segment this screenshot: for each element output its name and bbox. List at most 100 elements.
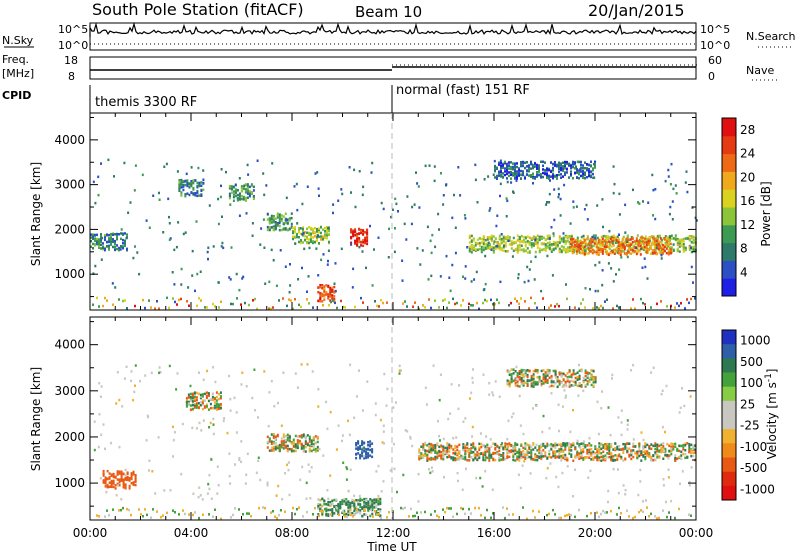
echo-cell-8	[620, 242, 622, 245]
echo-cell-6	[362, 241, 364, 244]
echo-cell-9	[506, 169, 508, 172]
echo-cell-3	[275, 217, 277, 220]
ground-scatter-cell	[416, 512, 418, 515]
echo-cell-2	[303, 449, 305, 452]
echo-cell-6	[565, 374, 567, 377]
echo-cell-5	[432, 444, 434, 447]
echo-cell-5	[540, 450, 542, 453]
ground-scatter-cell	[252, 299, 254, 302]
echo-cell-4	[326, 230, 328, 233]
echo-cell-4	[324, 227, 326, 230]
echo-cell-4	[355, 457, 357, 460]
noise-cell	[308, 275, 310, 278]
ground-scatter-cell	[468, 508, 470, 511]
echo-cell-9	[546, 174, 548, 177]
echo-cell-6	[593, 370, 595, 373]
ground-scatter-cell	[382, 302, 384, 305]
noise-cell	[587, 218, 589, 221]
echo-cell-3	[349, 509, 351, 512]
noise-cell	[553, 188, 555, 191]
noise-cell	[690, 247, 692, 250]
echo-cell-6	[535, 369, 537, 372]
noise-cell	[639, 480, 641, 483]
echo-cell-6	[573, 369, 575, 372]
noise-cell	[569, 431, 571, 434]
echo-cell-6	[350, 228, 352, 231]
echo-cell-5	[321, 300, 323, 303]
echo-cell-3	[279, 225, 281, 228]
echo-cell-2	[231, 186, 233, 189]
ground-scatter-cell	[196, 305, 198, 308]
echo-cell-5	[650, 459, 652, 462]
noise-cell	[192, 250, 194, 253]
noise-cell	[217, 198, 219, 201]
echo-cell-9	[534, 162, 536, 165]
beam-title: Beam 10	[355, 3, 422, 21]
noise-cell	[583, 440, 585, 443]
echo-cell-0	[135, 481, 137, 484]
echo-cell-5	[470, 447, 472, 450]
echo-cell-0	[105, 476, 107, 479]
echo-cell-7	[693, 239, 695, 242]
echo-cell-7	[511, 243, 513, 246]
echo-cell-1	[190, 191, 192, 194]
ground-scatter-cell	[442, 299, 444, 302]
echo-cell-6	[543, 382, 545, 385]
echo-cell-8	[588, 243, 590, 246]
echo-cell-1	[204, 399, 206, 402]
noise-cell	[183, 233, 185, 236]
noise-cell	[383, 480, 385, 483]
echo-cell-5	[508, 442, 510, 445]
echo-cell-5	[448, 455, 450, 458]
echo-cell-6	[569, 385, 571, 388]
echo-cell-1	[182, 180, 184, 183]
echo-cell-0	[117, 478, 119, 481]
noise-cell	[209, 204, 211, 207]
echo-cell-9	[514, 177, 516, 180]
echo-cell-4	[310, 238, 312, 241]
echo-cell-7	[509, 243, 511, 246]
noise-cell	[168, 216, 170, 219]
echo-cell-8	[570, 246, 572, 249]
noise-cell	[169, 365, 171, 368]
nsky-panel-frame	[90, 23, 696, 50]
echo-cell-8	[592, 239, 594, 242]
echo-cell-5	[319, 286, 321, 289]
noise-cell	[372, 284, 374, 287]
echo-cell-2	[283, 447, 285, 450]
echo-cell-7	[537, 239, 539, 242]
noise-cell	[545, 203, 547, 206]
echo-cell-7	[555, 247, 557, 250]
echo-cell-4	[306, 241, 308, 244]
ground-scatter-cell	[604, 300, 606, 303]
noise-cell	[503, 244, 505, 247]
echo-cell-8	[660, 247, 662, 250]
echo-cell-5	[692, 445, 694, 448]
echo-cell-5	[540, 443, 542, 446]
echo-cell-7	[489, 236, 491, 239]
ground-scatter-cell	[514, 298, 516, 301]
echo-cell-1	[186, 401, 188, 404]
echo-cell-8	[654, 242, 656, 245]
echo-cell-5	[476, 454, 478, 457]
echo-cell-5	[532, 448, 534, 451]
echo-cell-7	[577, 237, 579, 240]
echo-cell-2	[285, 439, 287, 442]
echo-cell-5	[578, 455, 580, 458]
noise-cell	[686, 170, 688, 173]
echo-cell-2	[231, 191, 233, 194]
noise-cell	[286, 219, 288, 222]
echo-cell-7	[677, 240, 679, 243]
echo-cell-8	[612, 250, 614, 253]
echo-cell-7	[501, 248, 503, 251]
echo-cell-6	[537, 369, 539, 372]
ground-scatter-cell	[504, 517, 506, 520]
noise-cell	[575, 166, 577, 169]
echo-cell-6	[533, 370, 535, 373]
echo-cell-0	[98, 241, 100, 244]
echo-cell-3	[333, 499, 335, 502]
echo-cell-4	[357, 452, 359, 455]
echo-cell-6	[569, 376, 571, 379]
ground-scatter-cell	[98, 515, 100, 518]
echo-cell-6	[358, 232, 360, 235]
